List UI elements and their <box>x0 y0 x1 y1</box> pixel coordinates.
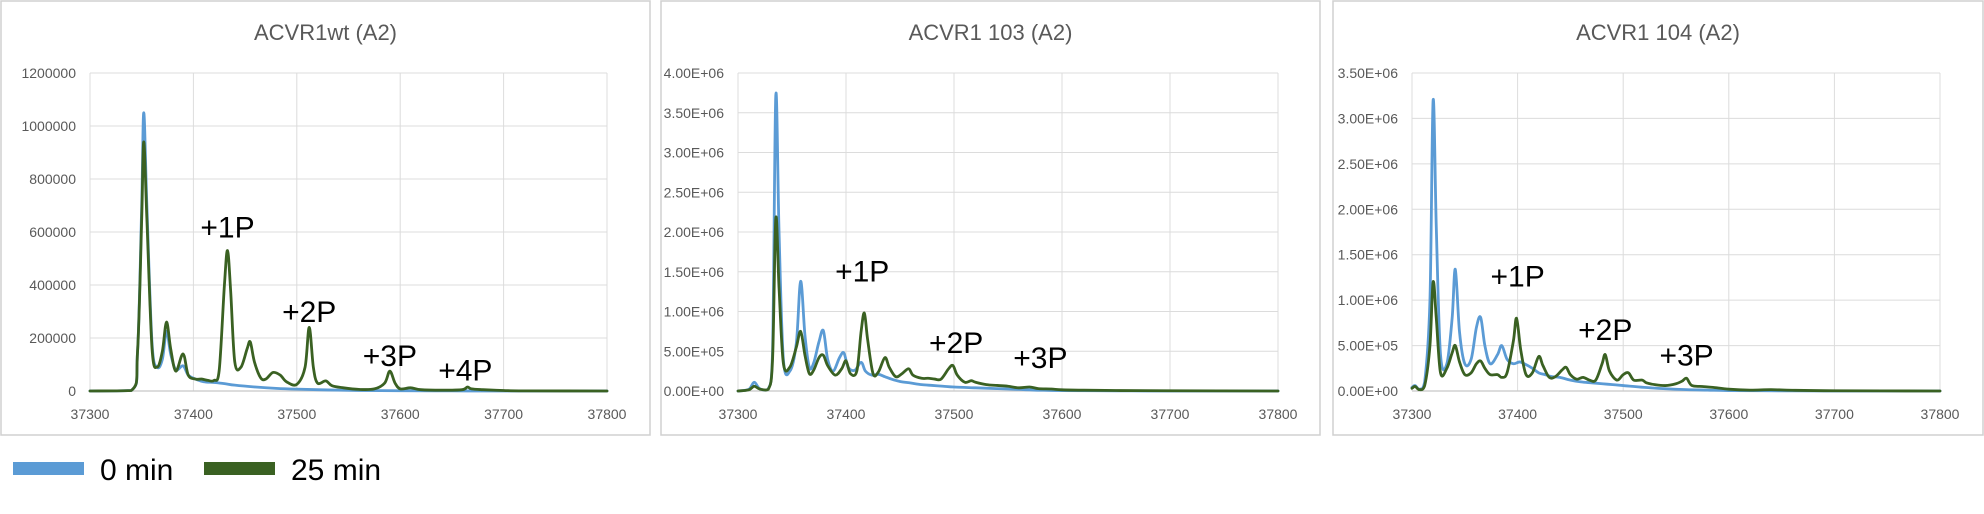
annotation-label: +3P <box>363 340 417 373</box>
y-tick-label: 2.50E+06 <box>1338 156 1399 172</box>
x-tick-label: 37700 <box>1151 406 1190 422</box>
y-tick-label: 600000 <box>29 224 76 240</box>
annotation-label: +1P <box>1490 261 1544 294</box>
x-tick-label: 37800 <box>1259 406 1298 422</box>
x-tick-label: 37400 <box>174 406 213 422</box>
annotation-label: +2P <box>282 296 336 329</box>
annotation-label: +2P <box>929 327 983 360</box>
legend-label-0-min: 0 min <box>100 454 173 487</box>
series-line-25-min <box>736 215 1280 393</box>
chart-frame <box>660 0 1321 436</box>
x-tick-label: 37700 <box>1815 406 1854 422</box>
x-tick-label: 37800 <box>1921 406 1960 422</box>
x-tick-label: 37600 <box>1043 406 1082 422</box>
y-tick-label: 0 <box>68 383 76 399</box>
annotation-label: +2P <box>1578 314 1632 347</box>
x-tick-label: 37500 <box>277 406 316 422</box>
x-tick-label: 37400 <box>827 406 866 422</box>
annotation-label: +1P <box>200 211 254 244</box>
y-tick-label: 2.00E+06 <box>664 224 725 240</box>
y-tick-label: 800000 <box>29 171 76 187</box>
x-tick-label: 37300 <box>71 406 110 422</box>
y-tick-label: 3.00E+06 <box>664 145 725 161</box>
y-tick-label: 1.50E+06 <box>664 264 725 280</box>
y-tick-label: 0.00E+00 <box>1338 383 1399 399</box>
series-line-0-min <box>1410 97 1942 393</box>
chart-panel-acvr1-103: ACVR1 103 (A2) 0.00E+00 5.00E+05 1.00E+06 1.… <box>660 0 1321 436</box>
annotation-label: +1P <box>835 255 889 288</box>
y-tick-label: 3.50E+06 <box>1338 65 1399 81</box>
x-tick-label: 37700 <box>484 406 523 422</box>
legend-swatch-0-min <box>13 462 84 475</box>
x-tick-label: 37300 <box>719 406 758 422</box>
annotation-label: +3P <box>1659 340 1713 373</box>
legend: 0 min 25 min <box>13 454 381 487</box>
chart-title: ACVR1wt (A2) <box>254 20 397 45</box>
legend-label-25-min: 25 min <box>291 454 381 487</box>
chart-panel-acvr1wt: ACVR1wt (A2) 0 200000 400000 600000 800000 100… <box>0 0 651 436</box>
legend-swatch-25-min <box>204 462 275 475</box>
y-tick-label: 4.00E+06 <box>664 65 725 81</box>
y-tick-label: 5.00E+05 <box>664 343 725 359</box>
y-tick-label: 2.50E+06 <box>664 184 725 200</box>
series-line-0-min <box>736 91 1280 393</box>
y-tick-label: 2.00E+06 <box>1338 201 1399 217</box>
series-line-25-min <box>1410 280 1942 393</box>
x-tick-label: 37600 <box>381 406 420 422</box>
y-tick-label: 1200000 <box>21 65 76 81</box>
y-tick-label: 0.00E+00 <box>664 383 725 399</box>
y-tick-label: 3.00E+06 <box>1338 110 1399 126</box>
chart-frame <box>0 0 651 436</box>
y-tick-label: 1.00E+06 <box>664 304 725 320</box>
chart-title: ACVR1 103 (A2) <box>909 20 1073 45</box>
y-tick-label: 1000000 <box>21 118 76 134</box>
series-line-25-min <box>88 140 609 393</box>
annotation-label: +4P <box>438 354 492 387</box>
y-tick-label: 5.00E+05 <box>1338 338 1399 354</box>
chart-panel-acvr1-104: ACVR1 104 (A2) 0.00E+00 5.00E+05 1.00E+06 1.… <box>1332 0 1984 436</box>
y-tick-label: 1.50E+06 <box>1338 247 1399 263</box>
y-tick-label: 3.50E+06 <box>664 105 725 121</box>
y-tick-label: 200000 <box>29 330 76 346</box>
y-tick-label: 1.00E+06 <box>1338 292 1399 308</box>
annotation-label: +3P <box>1013 342 1067 375</box>
x-tick-label: 37600 <box>1709 406 1748 422</box>
y-tick-label: 400000 <box>29 277 76 293</box>
x-tick-label: 37300 <box>1393 406 1432 422</box>
x-tick-label: 37400 <box>1498 406 1537 422</box>
chart-title: ACVR1 104 (A2) <box>1576 20 1740 45</box>
x-tick-label: 37500 <box>1604 406 1643 422</box>
x-tick-label: 37800 <box>588 406 627 422</box>
x-tick-label: 37500 <box>935 406 974 422</box>
